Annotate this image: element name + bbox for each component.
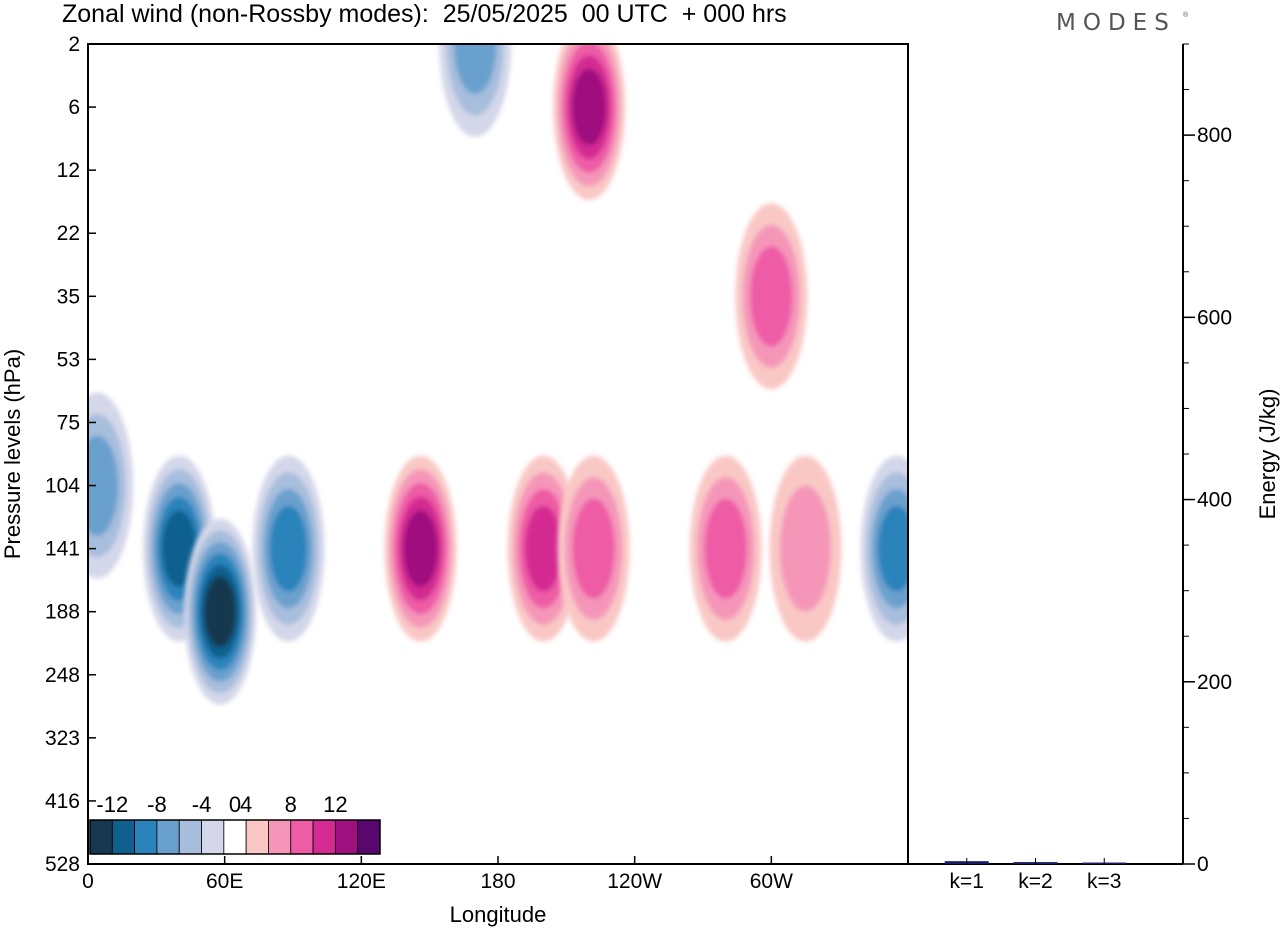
energy-tick-label: 600 — [1197, 306, 1232, 329]
colorbar-swatch — [290, 819, 314, 855]
y-tick-label: 2 — [68, 33, 80, 56]
y-axis-label: Pressure levels (hPa) — [0, 349, 25, 559]
x-tick-label: 0 — [82, 870, 94, 893]
colorbar-swatch — [178, 819, 202, 855]
heatmap-feature-3 — [252, 455, 325, 642]
x-tick-label: 120W — [607, 870, 662, 893]
registered-mark: ® — [1183, 12, 1189, 19]
heatmap-feature-4 — [88, 392, 134, 579]
heatmap-feature-contour — [704, 498, 747, 599]
x-axis-label: Longitude — [450, 902, 547, 927]
heatmap-feature-contour — [269, 505, 308, 592]
y-tick-label: 323 — [45, 727, 80, 750]
colorbar-swatch — [201, 819, 225, 855]
energy-tick-label: 200 — [1197, 671, 1232, 694]
y-tick-label: 416 — [45, 790, 80, 813]
heatmap-feature-contour — [162, 510, 197, 588]
heatmap-feature-10 — [860, 455, 908, 642]
colorbar-swatch — [245, 819, 269, 855]
y-tick-label: 188 — [45, 601, 80, 624]
colorbar-swatch — [111, 819, 136, 855]
heatmap-feature-9 — [769, 455, 842, 642]
heatmap-feature-12 — [439, 44, 512, 137]
colorbar-border — [89, 819, 381, 855]
heatmap-feature-contour — [877, 505, 908, 592]
energy-category-label: k=3 — [1087, 870, 1121, 893]
heatmap-feature-contour — [572, 498, 615, 599]
colorbar-swatch — [134, 819, 158, 855]
colorbar-tick-label: 0 — [229, 792, 241, 817]
heatmap-feature-contour — [403, 510, 438, 588]
x-tick-label: 120E — [337, 870, 386, 893]
energy-tick-label: 400 — [1197, 489, 1232, 512]
y-tick-label: 528 — [45, 853, 80, 876]
heatmap-field — [88, 44, 908, 705]
colorbar-tick-label: -8 — [147, 792, 167, 817]
heatmap-feature-contour — [88, 435, 119, 536]
colorbar-swatch — [334, 819, 359, 855]
heatmap-feature-13 — [735, 203, 808, 390]
colorbar-swatch — [357, 819, 381, 855]
heatmap-feature-8 — [689, 455, 762, 642]
colorbar-swatch — [312, 819, 336, 855]
heatmap-feature-6 — [507, 455, 580, 642]
x-tick-label: 60E — [206, 870, 243, 893]
energy-axis-label: Energy (J/kg) — [1255, 389, 1280, 520]
heatmap-feature-contour — [454, 44, 497, 95]
y-tick-label: 141 — [45, 538, 80, 561]
energy-tick-label: 800 — [1197, 124, 1232, 147]
colorbar-swatch — [223, 819, 247, 855]
colorbar-swatch — [156, 819, 180, 855]
chart-title: Zonal wind (non-Rossby modes): 25/05/202… — [62, 0, 787, 28]
colorbar: -12 -8 -4 04 8 12 — [89, 792, 381, 855]
colorbar-tick-label: -12 — [96, 792, 128, 817]
colorbar-tick-label: 8 — [285, 792, 297, 817]
y-tick-label: 12 — [57, 159, 80, 182]
heatmap-feature-contour — [204, 576, 237, 647]
heatmap-feature-contour — [524, 505, 563, 592]
heatmap-feature-contour — [750, 246, 793, 347]
y-tick-label: 22 — [57, 222, 80, 245]
energy-category-label: k=2 — [1018, 870, 1052, 893]
colorbar-tick-label: -4 — [192, 792, 212, 817]
colorbar-tick-label: 12 — [323, 792, 347, 817]
heatmap-feature-contour — [779, 485, 832, 612]
energy-bar-axes: 0 200 400 600 800 k=1 k=2 k=3 — [908, 43, 1232, 893]
heatmap-feature-5 — [384, 455, 457, 642]
x-tick-label: 180 — [480, 870, 515, 893]
y-tick-label: 248 — [45, 664, 80, 687]
heatmap-feature-7 — [557, 455, 630, 642]
heatmap-feature-11 — [553, 44, 626, 201]
heatmap-feature-2 — [184, 518, 257, 705]
y-tick-label: 75 — [57, 411, 80, 434]
y-tick-label: 104 — [45, 475, 80, 498]
modes-logo: MODES — [1056, 10, 1176, 36]
x-tick-label: 60W — [750, 870, 793, 893]
colorbar-tick-label: 4 — [240, 792, 252, 817]
colorbar-swatch — [268, 819, 292, 855]
y-tick-label: 35 — [57, 285, 80, 308]
energy-tick-label: 0 — [1197, 853, 1209, 876]
heatmap-feature-contour — [572, 68, 607, 146]
heatmap-frame — [87, 43, 909, 865]
energy-category-label: k=1 — [950, 870, 984, 893]
colorbar-swatch — [89, 819, 113, 855]
y-tick-label: 53 — [57, 348, 80, 371]
y-tick-label: 6 — [68, 96, 80, 119]
